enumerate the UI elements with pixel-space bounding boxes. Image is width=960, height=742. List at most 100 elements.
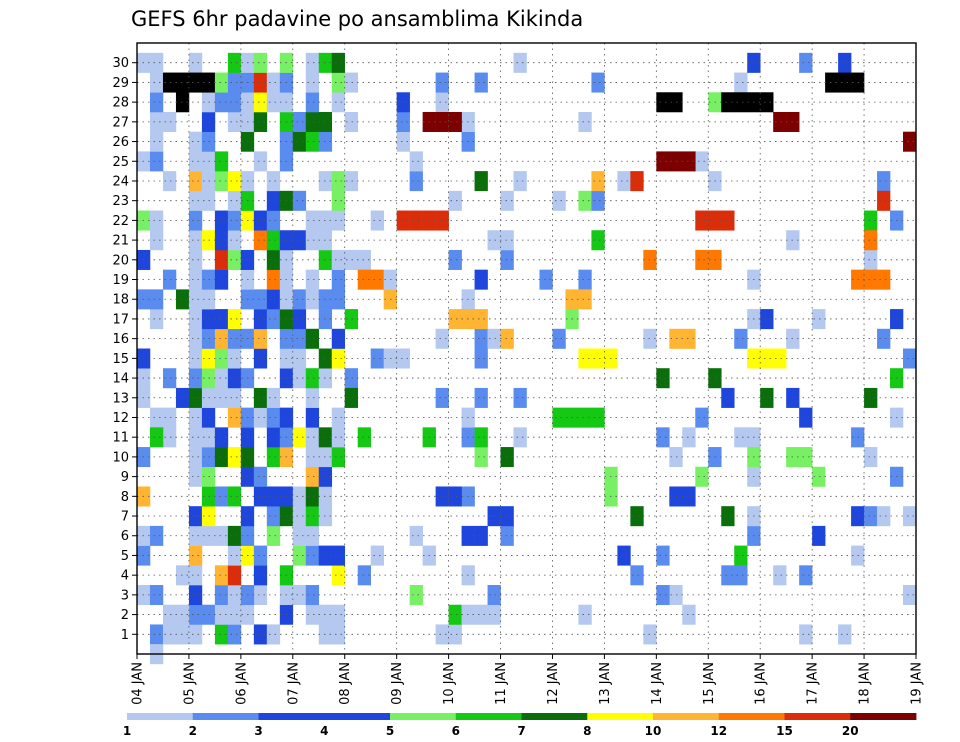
heatmap-cell xyxy=(331,328,346,349)
heatmap-cell xyxy=(188,171,203,192)
heatmap-cell xyxy=(331,565,346,586)
heatmap-cell xyxy=(227,604,242,625)
heatmap-cell xyxy=(578,269,592,290)
heatmap-cell xyxy=(513,427,527,448)
y-tick-label: 3 xyxy=(121,588,129,603)
y-tick-label: 17 xyxy=(112,312,129,327)
heatmap-cell xyxy=(305,525,320,546)
heatmap-cell xyxy=(253,585,268,606)
heatmap-cell xyxy=(474,328,488,349)
legend-label: 1 xyxy=(123,724,131,738)
legend-label: 3 xyxy=(254,724,262,738)
heatmap-cell xyxy=(227,447,242,468)
heatmap-cell xyxy=(214,269,229,290)
heatmap-cell xyxy=(370,210,384,231)
heatmap-cell xyxy=(227,309,242,330)
heatmap-cell xyxy=(578,407,592,428)
heatmap-cell xyxy=(474,387,488,408)
heatmap-cell xyxy=(500,249,514,270)
heatmap-cell xyxy=(227,565,242,586)
heatmap-cell xyxy=(877,171,891,192)
heatmap-cell xyxy=(253,348,268,369)
x-tick-label: 12 JAN xyxy=(546,662,561,705)
heatmap-cell xyxy=(617,171,631,192)
heatmap-cell xyxy=(227,368,242,389)
x-tick-label: 09 JAN xyxy=(390,662,405,705)
heatmap-cell xyxy=(448,309,462,330)
heatmap-cell xyxy=(214,604,229,625)
heatmap-cell xyxy=(149,210,164,231)
legend-swatch xyxy=(784,713,851,720)
heatmap-cell xyxy=(760,387,774,408)
y-tick-label: 2 xyxy=(121,608,129,623)
heatmap-cell xyxy=(305,387,320,408)
heatmap-cell xyxy=(253,624,268,645)
heatmap-cell xyxy=(591,190,605,211)
heatmap-cell xyxy=(721,387,735,408)
heatmap-cell xyxy=(227,387,242,408)
heatmap-cell xyxy=(188,447,203,468)
heatmap-cell xyxy=(188,585,203,606)
heatmap-cell xyxy=(227,328,242,349)
color-legend: 1 2 3 4 5 6 7 8 10 12 15 20 xyxy=(123,713,917,738)
heatmap-cell xyxy=(409,151,423,172)
heatmap-cell xyxy=(474,427,488,448)
heatmap-cell xyxy=(292,486,307,507)
heatmap-cell xyxy=(799,447,813,468)
heatmap-cell xyxy=(331,210,346,231)
heatmap-cell xyxy=(266,447,281,468)
heatmap-cell xyxy=(513,171,527,192)
heatmap-cell xyxy=(487,328,501,349)
heatmap-cell xyxy=(474,269,488,290)
heatmap-cell xyxy=(214,486,229,507)
heatmap-cell xyxy=(214,210,229,231)
heatmap-cell xyxy=(266,249,281,270)
heatmap-cell xyxy=(162,171,177,192)
plot-frame xyxy=(136,42,917,655)
heatmap-cell xyxy=(227,230,242,251)
x-tick-label: 05 JAN xyxy=(182,662,197,705)
heatmap-cell xyxy=(435,387,449,408)
heatmap-cell xyxy=(695,210,709,231)
heatmap-cell xyxy=(266,190,281,211)
y-axis: 1234567891011121314151617181920212223242… xyxy=(112,56,137,643)
heatmap-cell xyxy=(266,289,281,310)
heatmap-cell xyxy=(266,309,281,330)
heatmap-cell xyxy=(669,447,683,468)
y-tick-label: 1 xyxy=(121,628,129,643)
heatmap-cell xyxy=(669,328,683,349)
heatmap-cell xyxy=(396,92,410,113)
x-tick-label: 13 JAN xyxy=(598,662,613,705)
x-tick-label: 07 JAN xyxy=(286,662,301,705)
heatmap-cell xyxy=(253,407,268,428)
legend-swatch xyxy=(455,713,522,720)
heatmap-cell xyxy=(188,131,203,152)
y-tick-label: 16 xyxy=(112,332,129,347)
heatmap-cell xyxy=(357,249,371,270)
heatmap-cell xyxy=(617,545,631,566)
heatmap-cell xyxy=(773,565,787,586)
heatmap-cell xyxy=(188,190,203,211)
heatmap-cell xyxy=(370,545,384,566)
heatmap-cell xyxy=(552,190,566,211)
heatmap-cell xyxy=(253,151,268,172)
heatmap-cell xyxy=(838,72,852,93)
heatmap-cell xyxy=(370,269,384,290)
heatmap-cell xyxy=(448,249,462,270)
heatmap-cell xyxy=(292,427,307,448)
heatmap-cell xyxy=(305,427,320,448)
heatmap-cell xyxy=(500,190,514,211)
heatmap-cell xyxy=(188,269,203,290)
heatmap-cell xyxy=(253,309,268,330)
x-tick-label: 18 JAN xyxy=(858,662,873,705)
heatmap-cell xyxy=(292,190,307,211)
heatmap-cell xyxy=(344,249,359,270)
heatmap-cell xyxy=(474,171,488,192)
heatmap-cell xyxy=(578,289,592,310)
heatmap-cell xyxy=(253,289,268,310)
heatmap-cell xyxy=(799,407,813,428)
heatmap-cell xyxy=(214,525,229,546)
heatmap-cell xyxy=(292,328,307,349)
x-tick-label: 06 JAN xyxy=(234,662,249,705)
heatmap-cell xyxy=(188,427,203,448)
